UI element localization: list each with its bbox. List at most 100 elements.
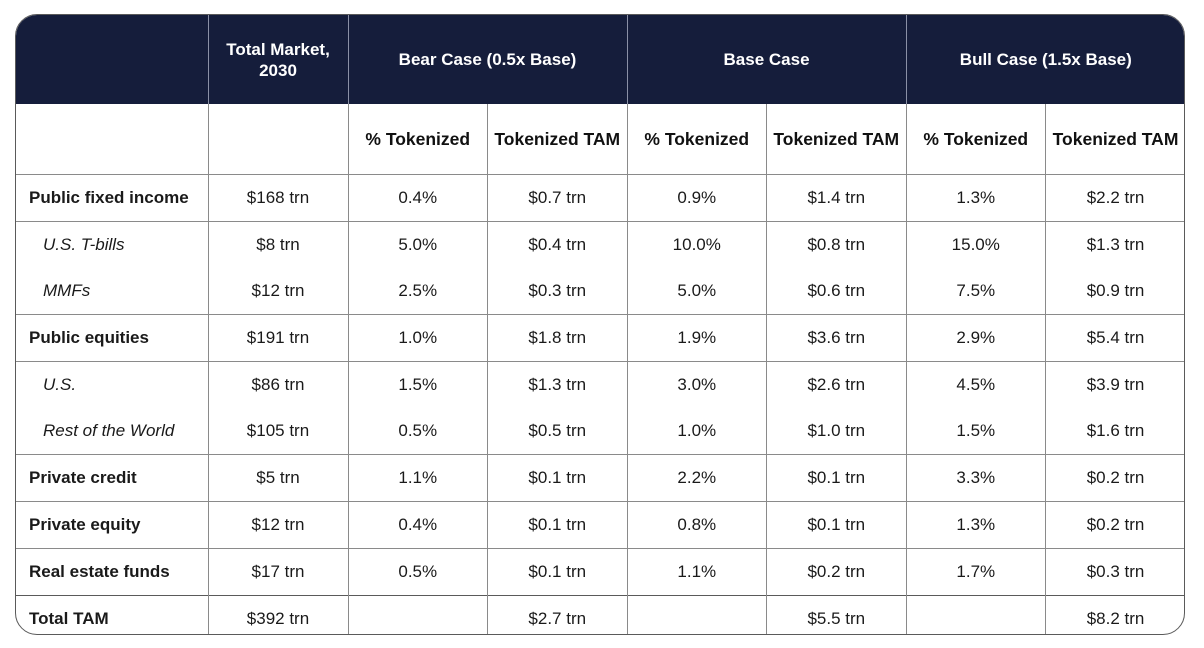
cell-bear-pct: 2.5% — [347, 268, 488, 315]
tokenized-tam-table-frame: Total Market, 2030 Bear Case (0.5x Base)… — [15, 14, 1185, 635]
cell-base-pct: 3.0% — [626, 361, 767, 408]
cell-base-tam: $0.1 trn — [766, 454, 907, 502]
cell-bear-pct: 1.5% — [347, 361, 488, 408]
table-row: Real estate funds $17 trn 0.5% $0.1 trn … — [16, 548, 1184, 596]
cell-base-pct: 0.9% — [626, 174, 767, 222]
cell-bear-tam: $1.3 trn — [487, 361, 628, 408]
cell-base-pct: 1.1% — [626, 548, 767, 596]
cell-market: $105 trn — [207, 408, 348, 455]
cell-bear-tam: $1.8 trn — [487, 314, 628, 362]
cell-base-tam: $2.6 trn — [766, 361, 907, 408]
cell-bear-tam: $0.1 trn — [487, 454, 628, 502]
total-bear-tam: $2.7 trn — [487, 595, 628, 634]
table-row: Public fixed income $168 trn 0.4% $0.7 t… — [16, 174, 1184, 222]
cell-base-tam: $0.8 trn — [766, 221, 907, 268]
table-row: Public equities $191 trn 1.0% $1.8 trn 1… — [16, 314, 1184, 362]
cell-bull-pct: 2.9% — [905, 314, 1046, 362]
table-row: MMFs $12 trn 2.5% $0.3 trn 5.0% $0.6 trn… — [16, 268, 1184, 315]
header-total-market: Total Market, 2030 — [207, 15, 348, 104]
total-base-tam: $5.5 trn — [766, 595, 907, 634]
table-row: U.S. $86 trn 1.5% $1.3 trn 3.0% $2.6 trn… — [16, 361, 1184, 408]
cell-base-pct: 2.2% — [626, 454, 767, 502]
row-label: Rest of the World — [43, 421, 175, 440]
cell-bull-pct: 7.5% — [905, 268, 1046, 315]
table-row: Rest of the World $105 trn 0.5% $0.5 trn… — [16, 408, 1184, 455]
cell-base-tam: $1.4 trn — [766, 174, 907, 222]
cell-bull-tam: $1.6 trn — [1045, 408, 1184, 455]
cell-market: $12 trn — [207, 501, 348, 549]
cell-bear-tam: $0.4 trn — [487, 221, 628, 268]
tokenized-tam-table: Total Market, 2030 Bear Case (0.5x Base)… — [16, 15, 1184, 634]
cell-market: $12 trn — [207, 268, 348, 315]
row-label: Public equities — [16, 314, 208, 362]
total-row: Total TAM $392 trn $2.7 trn $5.5 trn $8.… — [16, 595, 1184, 634]
cell-base-tam: $3.6 trn — [766, 314, 907, 362]
cell-bull-pct: 1.3% — [905, 174, 1046, 222]
subheader-base-tam: Tokenized TAM — [766, 104, 907, 175]
cell-bull-tam: $3.9 trn — [1045, 361, 1184, 408]
total-bull-tam: $8.2 trn — [1045, 595, 1184, 634]
subheader-bear-tam: Tokenized TAM — [487, 104, 628, 175]
total-base-pct — [626, 595, 767, 634]
cell-bear-tam: $0.7 trn — [487, 174, 628, 222]
subheader-base-pct: % Tokenized — [626, 104, 767, 175]
table-row: Private equity $12 trn 0.4% $0.1 trn 0.8… — [16, 501, 1184, 549]
cell-market: $86 trn — [207, 361, 348, 408]
subheader-bull-tam: Tokenized TAM — [1045, 104, 1184, 175]
cell-bull-pct: 3.3% — [905, 454, 1046, 502]
cell-bull-tam: $5.4 trn — [1045, 314, 1184, 362]
cell-market: $8 trn — [207, 221, 348, 268]
cell-bull-pct: 1.7% — [905, 548, 1046, 596]
cell-bear-pct: 0.4% — [347, 174, 488, 222]
table-row: U.S. T-bills $8 trn 5.0% $0.4 trn 10.0% … — [16, 221, 1184, 268]
cell-bear-pct: 0.4% — [347, 501, 488, 549]
cell-bull-tam: $0.3 trn — [1045, 548, 1184, 596]
cell-bear-pct: 1.0% — [347, 314, 488, 362]
header-row-sub: % Tokenized Tokenized TAM % Tokenized To… — [16, 104, 1184, 175]
cell-bear-tam: $0.1 trn — [487, 501, 628, 549]
cell-bull-pct: 4.5% — [905, 361, 1046, 408]
cell-bull-tam: $0.9 trn — [1045, 268, 1184, 315]
row-label: Public fixed income — [29, 188, 189, 207]
cell-bull-pct: 1.5% — [905, 408, 1046, 455]
cell-bull-tam: $0.2 trn — [1045, 501, 1184, 549]
cell-bull-tam: $0.2 trn — [1045, 454, 1184, 502]
cell-base-tam: $0.6 trn — [766, 268, 907, 315]
cell-base-pct: 5.0% — [626, 268, 767, 315]
cell-base-tam: $1.0 trn — [766, 408, 907, 455]
cell-base-tam: $0.1 trn — [766, 501, 907, 549]
cell-bear-tam: $0.3 trn — [487, 268, 628, 315]
total-label: Total TAM — [16, 595, 208, 634]
cell-bear-pct: 5.0% — [347, 221, 488, 268]
cell-bear-pct: 0.5% — [347, 548, 488, 596]
cell-market: $5 trn — [207, 454, 348, 502]
cell-base-tam: $0.2 trn — [766, 548, 907, 596]
total-bull-pct — [905, 595, 1046, 634]
cell-base-pct: 1.9% — [626, 314, 767, 362]
cell-market: $168 trn — [207, 174, 348, 222]
cell-bull-tam: $2.2 trn — [1045, 174, 1184, 222]
table-row: Private credit $5 trn 1.1% $0.1 trn 2.2%… — [16, 454, 1184, 502]
row-label: Private credit — [16, 454, 208, 502]
cell-market: $191 trn — [207, 314, 348, 362]
cell-base-pct: 10.0% — [626, 221, 767, 268]
subheader-blank-market — [207, 104, 348, 175]
header-blank — [16, 15, 208, 104]
subheader-bear-pct: % Tokenized — [347, 104, 488, 175]
subheader-bull-pct: % Tokenized — [905, 104, 1046, 175]
cell-base-pct: 1.0% — [626, 408, 767, 455]
cell-base-pct: 0.8% — [626, 501, 767, 549]
cell-bear-tam: $0.1 trn — [487, 548, 628, 596]
header-base-case: Base Case — [626, 15, 907, 104]
cell-bear-pct: 0.5% — [347, 408, 488, 455]
subheader-blank — [16, 104, 208, 175]
header-row-main: Total Market, 2030 Bear Case (0.5x Base)… — [16, 15, 1184, 104]
cell-bear-pct: 1.1% — [347, 454, 488, 502]
row-label: Real estate funds — [16, 548, 208, 596]
row-label: U.S. — [16, 361, 208, 408]
row-label: U.S. T-bills — [16, 221, 208, 268]
total-market: $392 trn — [207, 595, 348, 634]
row-label: MMFs — [43, 281, 91, 300]
cell-market: $17 trn — [207, 548, 348, 596]
header-bull-case: Bull Case (1.5x Base) — [905, 15, 1184, 104]
